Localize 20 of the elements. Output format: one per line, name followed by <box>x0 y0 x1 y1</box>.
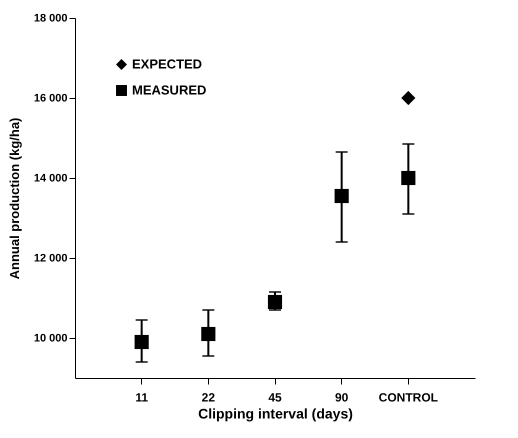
legend-label: EXPECTED <box>132 56 202 72</box>
x-axis-title: Clipping interval (days) <box>198 406 353 422</box>
point <box>268 294 282 310</box>
y-tick-label: 14 000 <box>34 172 68 184</box>
x-tick-label: 45 <box>268 390 282 404</box>
point <box>401 170 416 186</box>
x-tick-label: 11 <box>135 390 148 404</box>
point <box>134 334 149 350</box>
y-tick-label: 10 000 <box>34 332 68 344</box>
point <box>201 326 216 342</box>
y-tick-label: 16 000 <box>34 92 68 104</box>
y-tick-label: 18 000 <box>34 12 68 24</box>
legend-label: MEASURED <box>132 82 206 98</box>
y-axis-title: Annual production (kg/ha) <box>6 118 22 280</box>
y-tick-label: 12 000 <box>34 252 68 264</box>
x-tick-label: 90 <box>334 390 349 404</box>
x-tick-label: 22 <box>202 390 216 404</box>
point <box>334 188 349 204</box>
x-tick-label: CONTROL <box>378 390 438 404</box>
point <box>401 90 416 106</box>
